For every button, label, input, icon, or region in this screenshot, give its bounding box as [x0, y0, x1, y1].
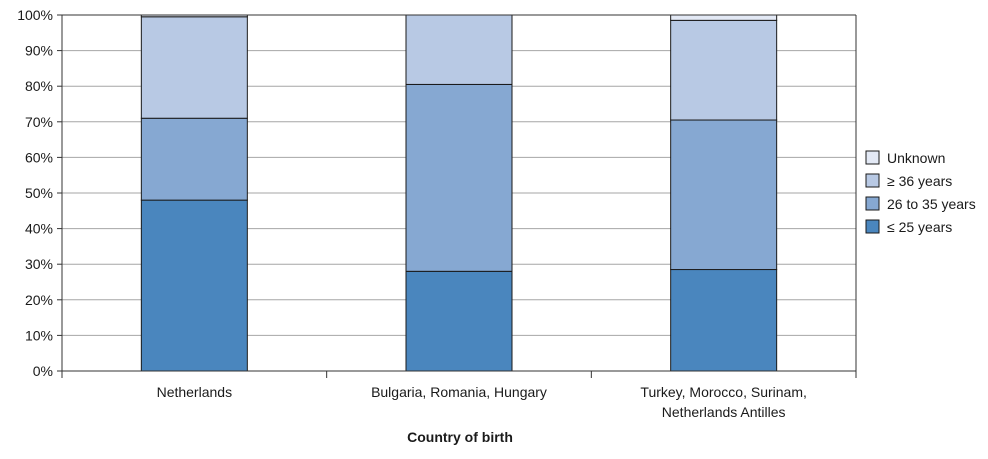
y-tick-label: 60% — [25, 149, 53, 165]
y-tick-label: 30% — [25, 256, 53, 272]
bar-segment — [405, 83, 513, 272]
y-tick-label: 80% — [25, 78, 53, 94]
bar-segment — [670, 19, 778, 121]
bars — [140, 14, 778, 372]
y-tick-label: 20% — [25, 292, 53, 308]
y-tick-label: 40% — [25, 221, 53, 237]
y-tick-label: 0% — [33, 363, 53, 379]
x-category-label: Bulgaria, Romania, Hungary — [371, 384, 547, 400]
legend-swatch — [865, 219, 880, 234]
bar-segment — [405, 270, 513, 372]
y-tick-label: 100% — [17, 7, 53, 23]
bar-segment — [670, 119, 778, 271]
y-tick-label: 70% — [25, 114, 53, 130]
y-tick-label: 90% — [25, 43, 53, 59]
x-category-label: Netherlands Antilles — [662, 404, 786, 420]
legend-label: ≥ 36 years — [887, 173, 952, 189]
bar-segment — [405, 14, 513, 85]
bar-segment — [140, 16, 248, 119]
bar-segment — [670, 269, 778, 372]
bar-segment — [670, 14, 778, 21]
axes — [57, 14, 857, 378]
legend-label: ≤ 25 years — [887, 219, 952, 235]
x-category-label: Netherlands — [157, 384, 233, 400]
y-tick-label: 10% — [25, 327, 53, 343]
x-category-label: Turkey, Morocco, Surinam, — [640, 384, 807, 400]
legend-swatch — [865, 173, 880, 188]
legend-label: Unknown — [887, 150, 945, 166]
y-tick-label: 50% — [25, 185, 53, 201]
legend: Unknown ≥ 36 years 26 to 35 years ≤ 25 year… — [865, 150, 976, 235]
x-axis-title: Country of birth — [407, 429, 513, 445]
legend-label: 26 to 35 years — [887, 196, 976, 212]
legend-swatch — [865, 196, 880, 211]
bar-segment — [140, 199, 248, 372]
bar-segment — [140, 117, 248, 201]
axis-labels: 0% 10% 20% 30% 40% 50% 60% 70% 80% 90% 100% Netherl… — [17, 7, 807, 420]
legend-swatch — [865, 150, 880, 165]
